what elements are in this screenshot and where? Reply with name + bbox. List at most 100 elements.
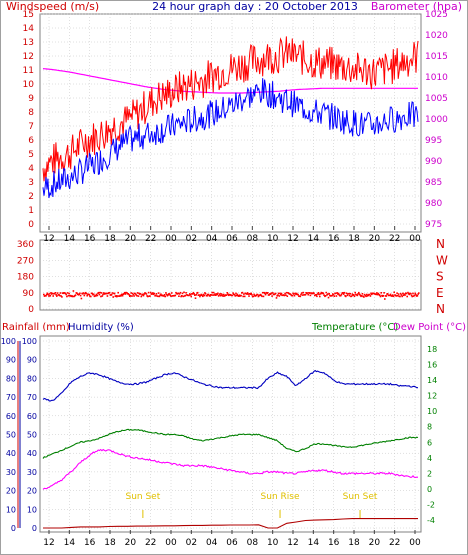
rain-tick-label: 100 (1, 337, 16, 346)
compass-label: S (436, 270, 444, 284)
direction-point (309, 294, 312, 297)
direction-point (380, 292, 382, 294)
direction-point (134, 293, 137, 295)
direction-point (218, 294, 221, 296)
direction-point (369, 295, 372, 297)
direction-point (163, 294, 166, 296)
direction-point (226, 292, 229, 294)
direction-point (55, 294, 57, 296)
direction-point (283, 294, 286, 297)
direction-point (214, 293, 216, 295)
direction-tick-label: 90 (23, 289, 35, 299)
humidity-tick-label: 80 (27, 374, 37, 383)
direction-point (79, 294, 82, 297)
direction-tick-label: 0 (28, 305, 34, 315)
direction-point (194, 294, 196, 296)
wind-hour-label: 10 (267, 234, 279, 244)
direction-point (177, 292, 179, 295)
direction-point (410, 294, 413, 297)
direction-point (415, 295, 418, 297)
direction-point (391, 295, 393, 297)
direction-point (181, 292, 184, 295)
direction-point (165, 292, 167, 294)
direction-point (280, 293, 282, 296)
direction-point (86, 294, 88, 297)
direction-point (306, 292, 309, 294)
direction-point (221, 294, 224, 296)
direction-point (137, 295, 140, 297)
climate-hour-label: 20 (369, 538, 381, 548)
wind-hour-label: 16 (84, 234, 96, 244)
direction-point (58, 294, 61, 297)
windspeed-tick-label: 13 (23, 38, 34, 48)
humidity-tick-label: 70 (27, 393, 37, 402)
direction-point (158, 295, 161, 298)
direction-point (413, 294, 416, 297)
direction-point (217, 292, 219, 295)
direction-point (103, 292, 105, 294)
direction-point (377, 292, 380, 295)
direction-point (315, 294, 317, 296)
direction-point (98, 293, 101, 296)
climate-hour-label: 02 (186, 538, 197, 548)
climate-hour-label: 18 (104, 538, 116, 548)
direction-point (191, 293, 194, 295)
direction-point (376, 292, 378, 294)
humidity-label: Humidity (%) (68, 322, 134, 333)
direction-point (174, 294, 177, 297)
direction-point (399, 295, 401, 298)
direction-point (290, 293, 292, 296)
direction-point (178, 293, 181, 295)
barometer-tick-label: 1005 (425, 94, 448, 104)
wind-hour-label: 22 (145, 234, 156, 244)
direction-point (129, 295, 132, 297)
windspeed-tick-label: 3 (28, 178, 34, 188)
temperature-tick-label: 14 (427, 376, 437, 385)
rain-tick-label: 0 (11, 524, 16, 533)
direction-point (46, 292, 49, 295)
direction-point (324, 295, 327, 297)
direction-point (117, 291, 119, 294)
direction-point (261, 295, 263, 298)
humidity-tick-label: 30 (27, 468, 37, 477)
direction-point (231, 294, 234, 297)
direction-point (51, 292, 54, 295)
direction-point (397, 294, 399, 297)
direction-point (257, 295, 260, 298)
rain-tick-label: 70 (6, 393, 16, 402)
direction-point (256, 293, 259, 296)
direction-point (334, 292, 337, 295)
direction-point (160, 293, 162, 295)
direction-point (261, 291, 264, 294)
barometer-tick-label: 995 (425, 136, 442, 146)
barometer-tick-label: 985 (425, 178, 442, 188)
direction-point (178, 295, 180, 297)
direction-point (405, 292, 408, 295)
direction-point (147, 295, 149, 298)
direction-point (316, 295, 318, 298)
temperature-line (42, 428, 419, 459)
direction-point (108, 292, 111, 294)
direction-point (105, 292, 107, 295)
barometer-tick-label: 1020 (425, 31, 448, 41)
direction-point (179, 291, 182, 294)
compass-label: E (436, 286, 444, 300)
direction-point (416, 295, 419, 297)
direction-point (335, 295, 338, 297)
direction-point (149, 291, 152, 294)
direction-point (286, 295, 289, 297)
direction-point (58, 293, 60, 296)
direction-point (359, 294, 362, 297)
direction-point (401, 295, 403, 298)
direction-point (131, 295, 133, 297)
rain-tick-label: 80 (6, 374, 16, 383)
temperature-tick-label: -4 (427, 516, 435, 525)
direction-point (118, 295, 120, 297)
direction-point (183, 291, 185, 294)
direction-point (272, 292, 274, 294)
windspeed-tick-label: 11 (23, 66, 34, 76)
direction-point (262, 295, 265, 298)
direction-point (60, 295, 62, 297)
direction-point (64, 292, 67, 295)
barometer-tick-label: 975 (425, 220, 442, 230)
